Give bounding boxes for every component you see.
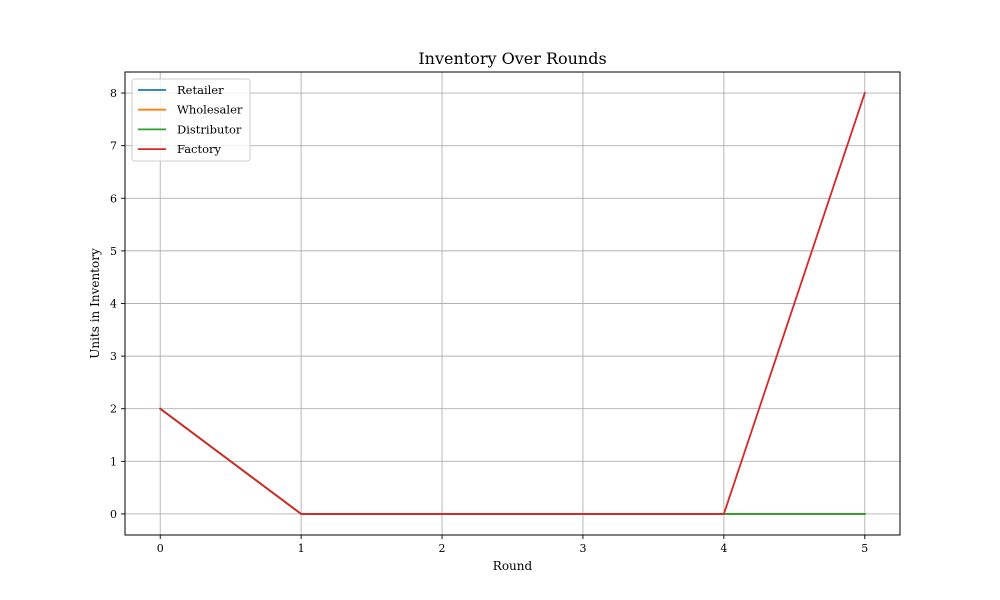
grid [125, 72, 900, 535]
x-tick-label: 4 [720, 542, 727, 555]
chart-title: Inventory Over Rounds [418, 49, 606, 68]
y-tick-label: 1 [110, 455, 117, 468]
y-tick-label: 2 [110, 403, 117, 416]
series-line-factory [158, 91, 866, 515]
legend-label-wholesaler: Wholesaler [177, 103, 243, 117]
legend-label-factory: Factory [177, 142, 222, 156]
y-axis-label: Units in Inventory [88, 248, 102, 359]
series-lines [158, 91, 866, 515]
x-axis-label: Round [493, 559, 533, 573]
legend-label-retailer: Retailer [177, 83, 224, 97]
y-tick-label: 7 [110, 140, 117, 153]
y-tick-label: 0 [110, 508, 117, 521]
legend-box [131, 78, 251, 162]
x-tick-label: 0 [157, 542, 164, 555]
axis-ticks: 0 1 2 3 4 5 0 1 2 3 4 5 6 7 8 [110, 87, 868, 555]
y-tick-label: 6 [110, 192, 117, 205]
y-tick-label: 4 [110, 298, 117, 311]
y-tick-label: 3 [110, 350, 117, 363]
x-tick-label: 3 [579, 542, 586, 555]
y-tick-label: 8 [110, 87, 117, 100]
x-tick-label: 5 [861, 542, 868, 555]
legend: Retailer Wholesaler Distributor Factory [131, 78, 251, 162]
x-tick-label: 2 [439, 542, 446, 555]
y-tick-label: 5 [110, 245, 117, 258]
legend-label-distributor: Distributor [177, 122, 242, 136]
x-tick-label: 1 [298, 542, 305, 555]
